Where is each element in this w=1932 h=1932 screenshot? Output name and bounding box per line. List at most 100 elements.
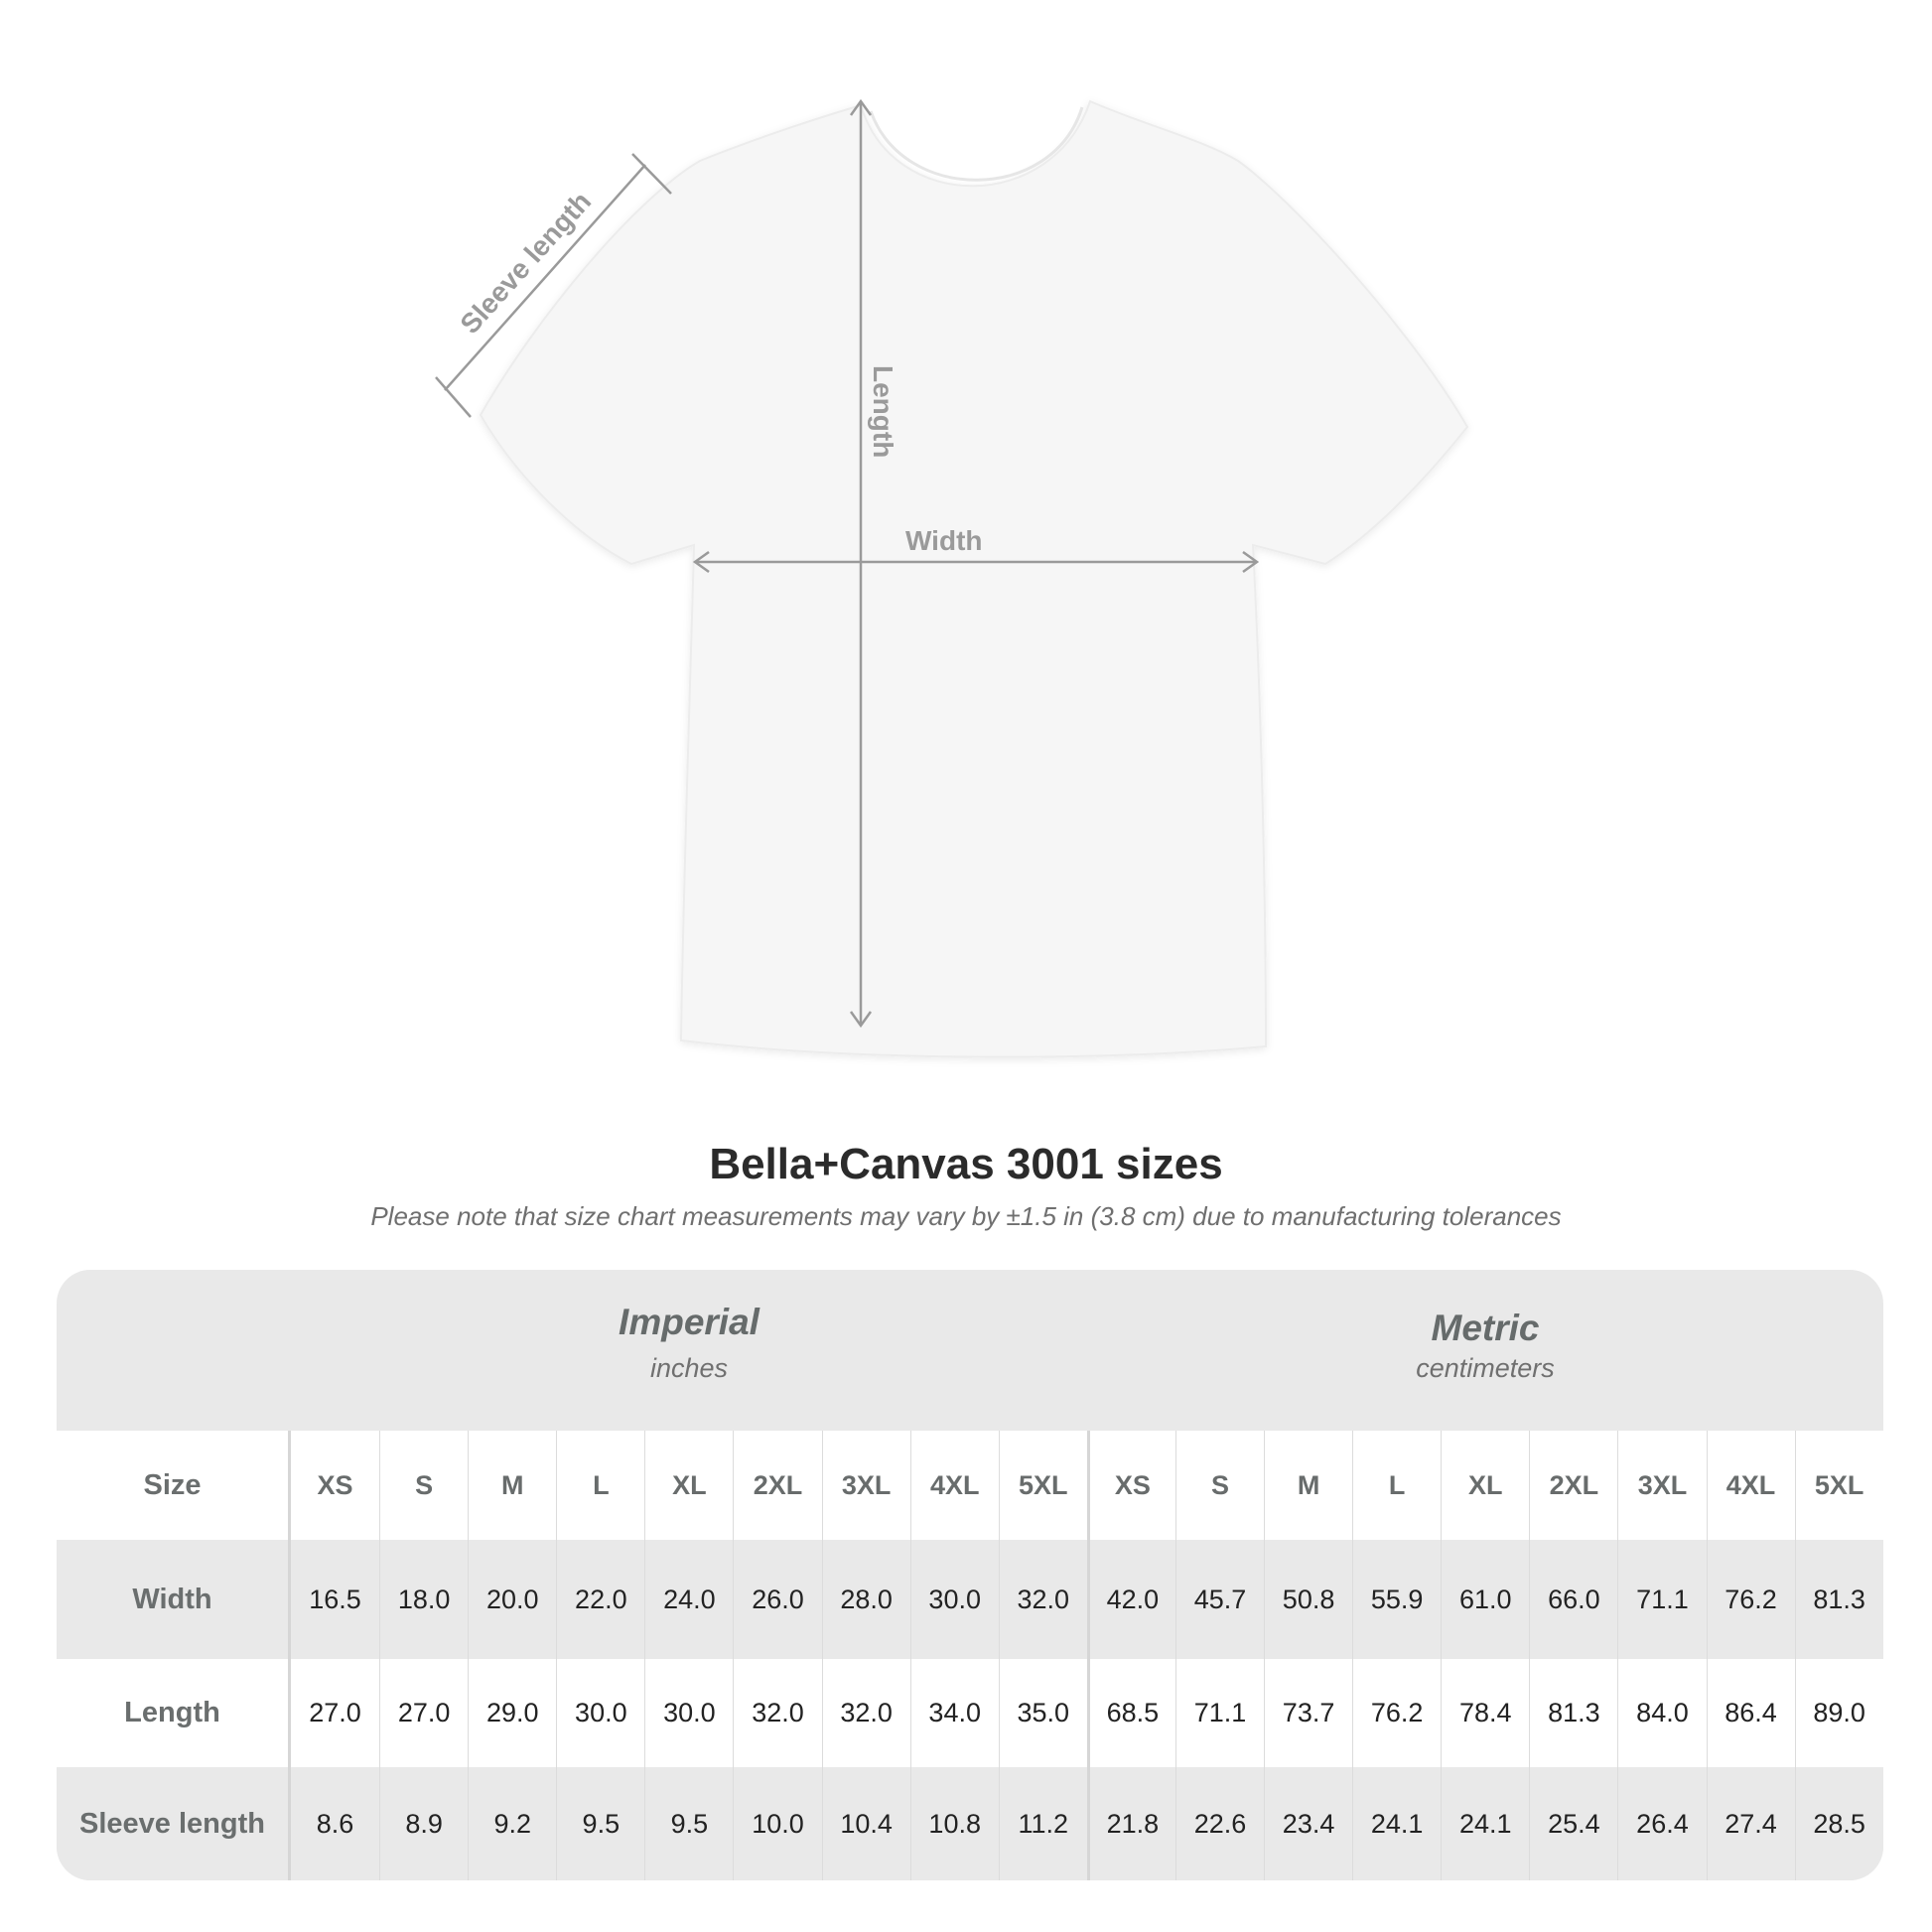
imperial-value-cell: 8.6 bbox=[316, 1808, 354, 1839]
metric-size-header: 3XL bbox=[1617, 1431, 1706, 1540]
row-label: Width bbox=[57, 1540, 291, 1659]
imperial-value-cell: 29.0 bbox=[468, 1659, 556, 1767]
table-row: Length 27.0 27.0 29.0 30.0 30.0 32.0 32.0 34.0 35… bbox=[57, 1659, 1883, 1767]
sleeve-tick-bottom bbox=[435, 376, 472, 418]
imperial-size-header: XL bbox=[644, 1431, 733, 1540]
length-arrow-top bbox=[849, 98, 873, 116]
imperial-value-cell: 30.0 bbox=[556, 1659, 644, 1767]
imperial-value-cell: 30.0 bbox=[644, 1659, 733, 1767]
imperial-value-cell: 35.0 bbox=[998, 1659, 1087, 1767]
metric-value-cell: 25.4 bbox=[1529, 1767, 1617, 1880]
metric-value-cell: 73.7 bbox=[1264, 1659, 1352, 1767]
metric-value-cell: 42.0 bbox=[1086, 1540, 1175, 1659]
imperial-value-cell: 32.0 bbox=[821, 1659, 910, 1767]
metric-size-header: L bbox=[1352, 1431, 1441, 1540]
size-header-row: Size XS S M L XL 2XL 3XL 4XL 5XL XS S M L XL 2XL 3XL 4XL 5… bbox=[57, 1431, 1883, 1540]
imperial-unit: inches bbox=[649, 1353, 729, 1383]
imperial-size-header: M bbox=[468, 1431, 556, 1540]
imperial-value-cell: 26.0 bbox=[733, 1540, 821, 1659]
metric-value-cell: 61.0 bbox=[1441, 1540, 1529, 1659]
imperial-label: Imperial bbox=[619, 1302, 759, 1342]
width-label: Width bbox=[905, 525, 983, 556]
imperial-value-cell: 9.5 bbox=[556, 1767, 644, 1880]
metric-value-cell: 22.6 bbox=[1174, 1767, 1264, 1880]
metric-size-header: XS bbox=[1086, 1431, 1175, 1540]
metric-size-header: 4XL bbox=[1706, 1431, 1795, 1540]
metric-unit: centimeters bbox=[1416, 1353, 1555, 1383]
metric-value-cell: 78.4 bbox=[1441, 1659, 1529, 1767]
sleeve-measure-line bbox=[444, 164, 646, 391]
tolerance-note: Please note that size chart measurements… bbox=[370, 1201, 1562, 1231]
metric-value-cell: 28.5 bbox=[1794, 1767, 1883, 1880]
imperial-size-header: XS bbox=[317, 1469, 353, 1500]
width-arrow-left bbox=[692, 550, 710, 574]
imperial-value-cell: 9.2 bbox=[468, 1767, 556, 1880]
imperial-value-cell: 18.0 bbox=[379, 1540, 468, 1659]
metric-value-cell: 86.4 bbox=[1706, 1659, 1795, 1767]
row-label: Length bbox=[57, 1659, 291, 1767]
imperial-value-cell: 27.0 bbox=[379, 1659, 468, 1767]
metric-value-cell: 84.0 bbox=[1617, 1659, 1706, 1767]
size-table: Imperial inches Metric centimeters Size X… bbox=[57, 1270, 1883, 1880]
imperial-value-cell: 27.0 bbox=[309, 1698, 361, 1727]
metric-label: Metric bbox=[1431, 1308, 1540, 1348]
metric-value-cell: 76.2 bbox=[1352, 1659, 1441, 1767]
metric-size-header: M bbox=[1264, 1431, 1352, 1540]
imperial-size-header: 5XL bbox=[998, 1431, 1087, 1540]
imperial-value-cell: 10.0 bbox=[733, 1767, 821, 1880]
metric-value-cell: 89.0 bbox=[1794, 1659, 1883, 1767]
table-row: Sleeve length 8.6 8.9 9.2 9.5 9.5 10.0 10.4 10.8… bbox=[57, 1767, 1883, 1880]
imperial-size-header: 4XL bbox=[909, 1431, 999, 1540]
metric-size-header: S bbox=[1174, 1431, 1264, 1540]
imperial-value-cell: 16.5 bbox=[309, 1584, 361, 1614]
metric-value-cell: 24.1 bbox=[1441, 1767, 1529, 1880]
imperial-value-cell: 10.4 bbox=[821, 1767, 910, 1880]
imperial-size-header: 3XL bbox=[821, 1431, 910, 1540]
metric-size-header: XL bbox=[1441, 1431, 1529, 1540]
metric-value-cell: 21.8 bbox=[1086, 1767, 1175, 1880]
metric-value-cell: 23.4 bbox=[1264, 1767, 1352, 1880]
imperial-value-cell: 8.9 bbox=[379, 1767, 468, 1880]
imperial-value-cell: 34.0 bbox=[909, 1659, 999, 1767]
imperial-value-cell: 20.0 bbox=[468, 1540, 556, 1659]
imperial-value-cell: 32.0 bbox=[998, 1540, 1087, 1659]
imperial-value-cell: 24.0 bbox=[644, 1540, 733, 1659]
metric-value-cell: 81.3 bbox=[1529, 1659, 1617, 1767]
metric-header: Metric centimeters bbox=[1087, 1270, 1883, 1431]
row-label: Size bbox=[57, 1431, 291, 1540]
metric-value-cell: 76.2 bbox=[1706, 1540, 1795, 1659]
imperial-value-cell: 9.5 bbox=[644, 1767, 733, 1880]
metric-value-cell: 24.1 bbox=[1352, 1767, 1441, 1880]
imperial-value-cell: 22.0 bbox=[556, 1540, 644, 1659]
metric-value-cell: 71.1 bbox=[1174, 1659, 1264, 1767]
metric-value-cell: 81.3 bbox=[1794, 1540, 1883, 1659]
page-title: Bella+Canvas 3001 sizes bbox=[709, 1140, 1223, 1188]
length-arrow-bottom bbox=[849, 1011, 873, 1029]
metric-value-cell: 55.9 bbox=[1352, 1540, 1441, 1659]
imperial-value-cell: 30.0 bbox=[909, 1540, 999, 1659]
imperial-size-header: S bbox=[379, 1431, 468, 1540]
width-arrow-right bbox=[1242, 550, 1260, 574]
length-label: Length bbox=[868, 365, 898, 458]
metric-value-cell: 26.4 bbox=[1617, 1767, 1706, 1880]
metric-size-header: 5XL bbox=[1794, 1431, 1883, 1540]
metric-value-cell: 68.5 bbox=[1086, 1659, 1175, 1767]
imperial-size-header: L bbox=[556, 1431, 644, 1540]
metric-value-cell: 45.7 bbox=[1174, 1540, 1264, 1659]
table-row: Width 16.5 18.0 20.0 22.0 24.0 26.0 28.0 30.0 32.… bbox=[57, 1540, 1883, 1659]
imperial-value-cell: 28.0 bbox=[821, 1540, 910, 1659]
imperial-size-header: 2XL bbox=[733, 1431, 821, 1540]
imperial-value-cell: 32.0 bbox=[733, 1659, 821, 1767]
sleeve-tick-top bbox=[631, 153, 672, 195]
metric-value-cell: 27.4 bbox=[1706, 1767, 1795, 1880]
metric-value-cell: 71.1 bbox=[1617, 1540, 1706, 1659]
tshirt-collar bbox=[869, 106, 1084, 182]
metric-size-header: 2XL bbox=[1529, 1431, 1617, 1540]
imperial-header: Imperial inches bbox=[291, 1270, 1087, 1431]
row-label: Sleeve length bbox=[57, 1767, 291, 1880]
imperial-value-cell: 11.2 bbox=[998, 1767, 1087, 1880]
metric-value-cell: 50.8 bbox=[1264, 1540, 1352, 1659]
tshirt-measurement-diagram: Sleeve length Length Width bbox=[435, 98, 1469, 1058]
imperial-value-cell: 10.8 bbox=[909, 1767, 999, 1880]
metric-value-cell: 66.0 bbox=[1529, 1540, 1617, 1659]
